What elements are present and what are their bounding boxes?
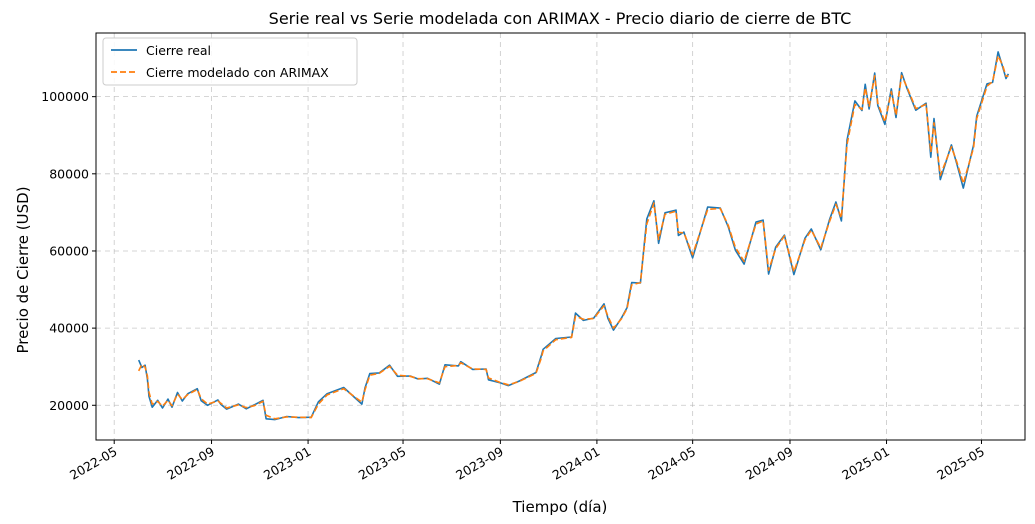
series-line-cierre-modelado [137,55,1009,420]
legend-label-cierre-modelado: Cierre modelado con ARIMAX [146,65,329,80]
y-tick-label: 60000 [49,243,89,258]
y-axis-ticks: 20000 40000 60000 80000 100000 [41,89,96,413]
legend-label-cierre-real: Cierre real [146,43,211,58]
x-axis-label: Tiempo (día) [512,498,608,516]
y-tick-label: 40000 [49,321,89,336]
y-tick-label: 80000 [49,166,89,181]
plot-area-frame [95,32,1026,441]
y-tick-label: 20000 [49,398,89,413]
y-axis-label: Precio de Cierre (USD) [14,186,32,353]
series-layer [137,51,1010,421]
legend-box [102,37,358,86]
chart-title: Serie real vs Serie modelada con ARIMAX … [269,9,852,28]
y-tick-label: 100000 [41,89,89,104]
legend: Cierre real Cierre modelado con ARIMAX [102,37,358,86]
